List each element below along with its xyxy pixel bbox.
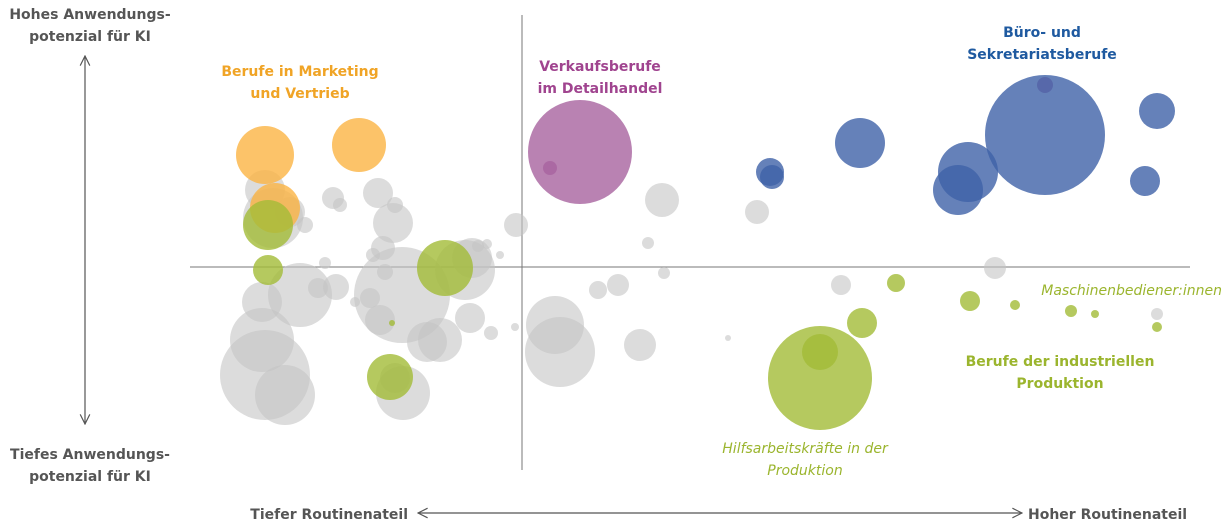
bubble (1065, 305, 1077, 317)
bubble (984, 257, 1006, 279)
text-line: Berufe der industriellen (966, 354, 1155, 370)
bubble (418, 318, 462, 362)
text-line: Tiefes Anwendungs- (10, 447, 170, 463)
bubble (528, 100, 632, 204)
text-line: Verkaufsberufe (539, 59, 661, 75)
bubble (308, 278, 328, 298)
bubble (417, 240, 473, 296)
bubble (322, 187, 344, 209)
bubble (482, 239, 492, 249)
bubble (933, 165, 983, 215)
annotation: Büro- und Sekretariatsberufe (967, 25, 1117, 63)
bubble (367, 354, 413, 400)
x-axis-left: Tiefer Routinenateil (250, 507, 408, 523)
bubble (472, 240, 484, 252)
bubble (1152, 322, 1162, 332)
bubble (323, 274, 349, 300)
y-axis-bottom: Tiefes Anwendungs-potenzial für KI (10, 447, 170, 485)
bubble (511, 323, 519, 331)
text-line: Maschinenbediener:innen (1041, 283, 1222, 299)
annotation: Berufe in Marketing und Vertrieb (221, 64, 378, 102)
text-line: potenzial für KI (29, 29, 151, 45)
bubble (297, 217, 313, 233)
bubble (642, 237, 654, 249)
bubble (373, 203, 413, 243)
annotation: Verkaufsberufe im Detailhandel (538, 59, 663, 97)
text-line: Hilfsarbeitskräfte in der (722, 441, 889, 457)
text-line: Hohes Anwendungs- (9, 7, 171, 23)
text-line: potenzial für KI (29, 469, 151, 485)
bubble (230, 308, 294, 372)
bubble (484, 326, 498, 340)
bubble (332, 118, 386, 172)
bubble (624, 329, 656, 361)
bubble (1091, 310, 1099, 318)
bubble (1139, 93, 1175, 129)
bubble (365, 305, 395, 335)
bubble (360, 288, 380, 308)
bubble (658, 267, 670, 279)
bubble (363, 178, 393, 208)
bubble (607, 274, 629, 296)
bubble (455, 303, 485, 333)
bubble (960, 291, 980, 311)
bubble (319, 257, 331, 269)
text-line: Sekretariatsberufe (967, 47, 1117, 63)
bubble (1130, 166, 1160, 196)
bubble (847, 308, 877, 338)
bubble (725, 335, 731, 341)
bubble (835, 118, 885, 168)
bubble (589, 281, 607, 299)
bubble (236, 126, 294, 184)
bubble (831, 275, 851, 295)
bubble (543, 161, 557, 175)
bubble (985, 75, 1105, 195)
annotation: Maschinenbediener:innen (1041, 283, 1222, 299)
bubble (760, 165, 784, 189)
y-axis-top: Hohes Anwendungs-potenzial für KI (9, 7, 171, 45)
bubble (255, 365, 315, 425)
bubble (504, 213, 528, 237)
bubble (525, 317, 595, 387)
text-line: Produktion (1016, 376, 1103, 392)
bubble (745, 200, 769, 224)
bubble (802, 334, 838, 370)
bubble (1010, 300, 1020, 310)
text-line: Produktion (767, 463, 842, 479)
x-axis-right: Hoher Routinenateil (1028, 507, 1187, 523)
bubble (887, 274, 905, 292)
bubble (768, 326, 872, 430)
bubble (389, 320, 395, 326)
text-line: Berufe in Marketing (221, 64, 378, 80)
bubble (496, 251, 504, 259)
text-line: Büro- und (1003, 25, 1081, 41)
bubble (350, 297, 360, 307)
annotation: Hilfsarbeitskräfte in der Produktion (722, 441, 889, 479)
bubble (243, 200, 293, 250)
text-line: und Vertrieb (250, 86, 349, 102)
text-line: im Detailhandel (538, 81, 663, 97)
bubble (645, 183, 679, 217)
bubble (1151, 308, 1163, 320)
bubble (253, 255, 283, 285)
annotation: Berufe der industriellen Produktion (966, 354, 1155, 392)
